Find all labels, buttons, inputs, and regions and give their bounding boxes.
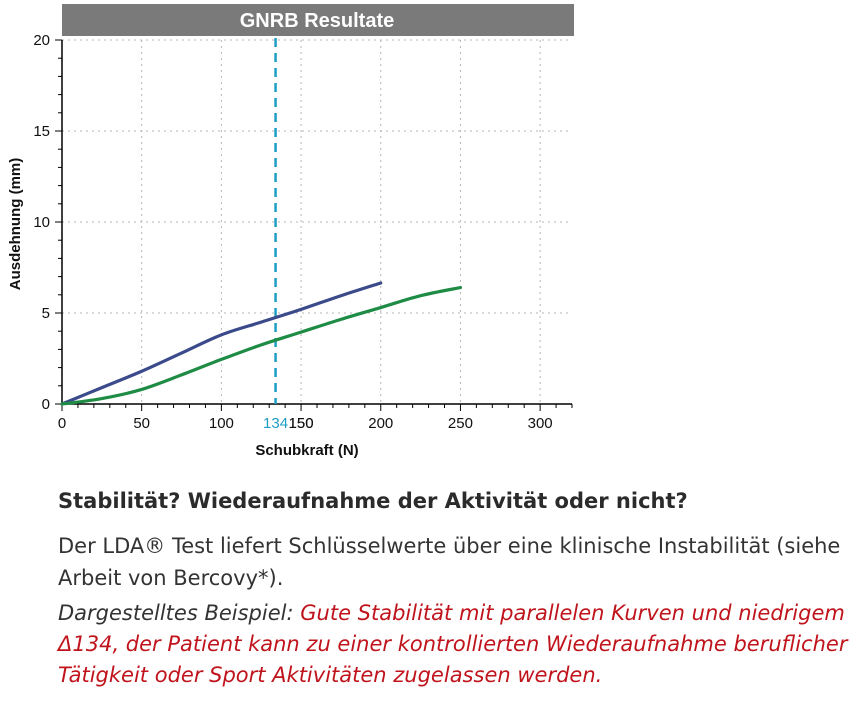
x-tick-label: 250 [448,415,473,432]
gnrb-chart: GNRB Resultate 0 50 100 150 200 250 300 0 5 10 15 20… [7,4,574,459]
x-tick-label: 200 [368,415,393,432]
series-line-1 [60,281,383,406]
example-lead: Dargestelltes Beispiel: [58,601,294,625]
x-tick-label: 300 [528,415,553,432]
y-axis-label: Ausdehnung (mm) [7,158,24,291]
series-line-2 [60,285,463,406]
y-tick-label: 0 [42,396,50,413]
x-tick-label: 150 [289,415,314,432]
marker-label: 134 [263,415,288,432]
chart-title-bar [62,4,574,36]
y-tick-label: 10 [33,214,50,231]
y-tick-label: 15 [33,123,50,140]
x-tick-label: 0 [58,415,66,432]
example-description: Gute Stabilität mit parallelen Kurven un… [58,601,848,687]
y-tick-label: 20 [33,32,50,49]
marker-label-bg [259,413,292,433]
example-paragraph: Dargestelltes Beispiel: Gute Stabilität … [58,598,848,691]
x-tick-label: 50 [133,415,150,432]
section-heading: Stabilität? Wiederaufnahme der Aktivität… [58,489,688,513]
body-paragraph: Der LDA® Test liefert Schlüsselwerte übe… [58,534,841,590]
chart-svg: GNRB Resultate 0 50 100 150 200 250 300 0 5 10 15 20… [7,4,574,459]
x-tick-label: 150 [289,415,314,432]
chart-title: GNRB Resultate [240,10,394,32]
x-axis-label: Schubkraft (N) [255,442,358,459]
x-tick-label: 100 [209,415,234,432]
y-tick-label: 5 [42,305,50,322]
